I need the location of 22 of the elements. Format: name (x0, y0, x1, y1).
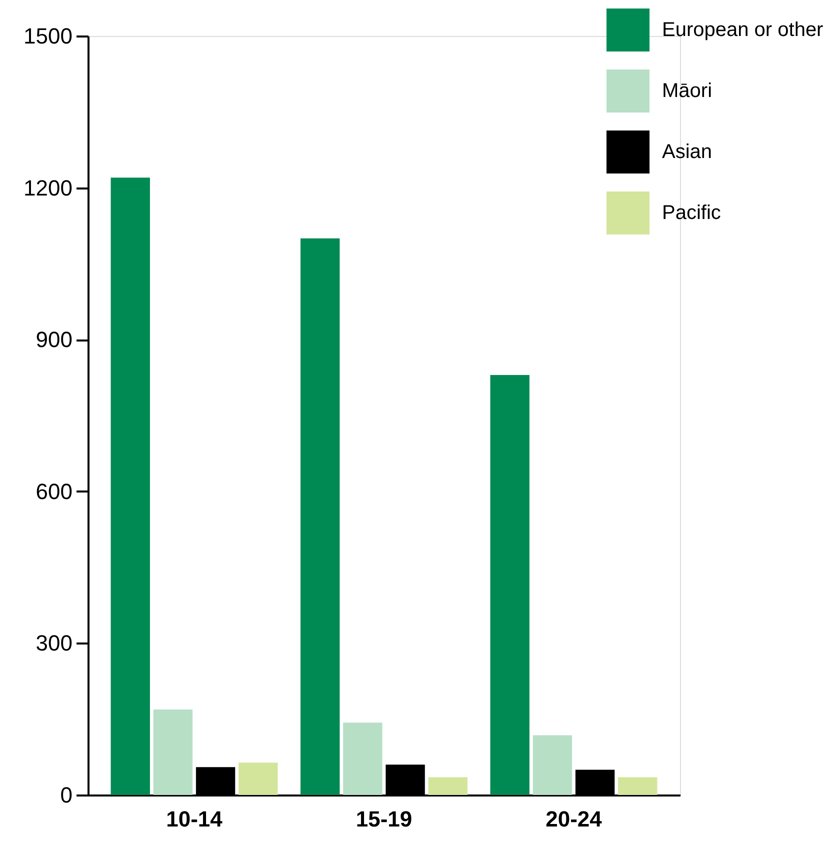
y-tick-label: 300 (36, 630, 72, 656)
bar (238, 762, 278, 795)
bar (110, 178, 150, 795)
bar (618, 777, 658, 795)
bar (532, 735, 572, 795)
y-tick-label: 900 (36, 327, 72, 352)
legend-label: European or other (662, 19, 824, 41)
bar (490, 375, 530, 795)
bar (300, 238, 340, 795)
x-tick-label: 10-14 (166, 806, 224, 832)
bar (428, 777, 468, 795)
legend-label: Asian (662, 141, 712, 163)
y-tick-label: 0 (60, 782, 72, 808)
y-tick-label: 600 (36, 478, 72, 504)
y-tick-label: 1500 (24, 24, 72, 48)
x-tick-label: 15-19 (356, 806, 412, 832)
bar (343, 722, 382, 795)
legend-label: Pacific (662, 202, 721, 224)
y-tick-label: 1200 (24, 175, 72, 200)
bar (153, 709, 193, 795)
legend-label: Māori (662, 80, 712, 102)
x-tick-label: 20-24 (546, 806, 603, 832)
